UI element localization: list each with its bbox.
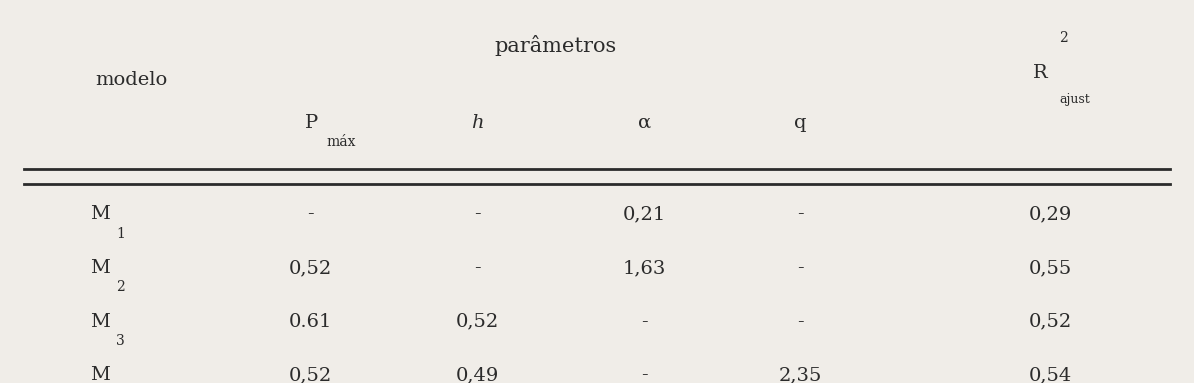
Text: 0,29: 0,29: [1029, 206, 1072, 223]
Text: P: P: [304, 114, 318, 131]
Text: 0,55: 0,55: [1029, 259, 1072, 277]
Text: -: -: [796, 206, 804, 223]
Text: 0,49: 0,49: [456, 367, 499, 383]
Text: 0,54: 0,54: [1029, 367, 1072, 383]
Text: 0,52: 0,52: [1029, 313, 1072, 331]
Text: 2,35: 2,35: [778, 367, 821, 383]
Text: M: M: [90, 367, 110, 383]
Text: 1: 1: [116, 227, 124, 241]
Text: q: q: [794, 114, 806, 131]
Text: -: -: [474, 206, 481, 223]
Text: 2: 2: [1059, 31, 1067, 45]
Text: máx: máx: [326, 135, 356, 149]
Text: -: -: [796, 313, 804, 331]
Text: -: -: [641, 367, 648, 383]
Text: -: -: [307, 206, 314, 223]
Text: 0,52: 0,52: [289, 259, 332, 277]
Text: parâmetros: parâmetros: [494, 36, 616, 56]
Text: -: -: [474, 259, 481, 277]
Text: -: -: [641, 313, 648, 331]
Text: 1,63: 1,63: [623, 259, 666, 277]
Text: α: α: [638, 114, 652, 131]
Text: h: h: [472, 114, 484, 131]
Text: 3: 3: [116, 334, 124, 348]
Text: 0,52: 0,52: [456, 313, 499, 331]
Text: ajust: ajust: [1059, 93, 1090, 106]
Text: M: M: [90, 206, 110, 223]
Text: R: R: [1033, 64, 1047, 82]
Text: -: -: [796, 259, 804, 277]
Text: 0,52: 0,52: [289, 367, 332, 383]
Text: 0.61: 0.61: [289, 313, 332, 331]
Text: modelo: modelo: [96, 72, 168, 89]
Text: M: M: [90, 313, 110, 331]
Text: 2: 2: [116, 280, 124, 294]
Text: M: M: [90, 259, 110, 277]
Text: 0,21: 0,21: [623, 206, 666, 223]
